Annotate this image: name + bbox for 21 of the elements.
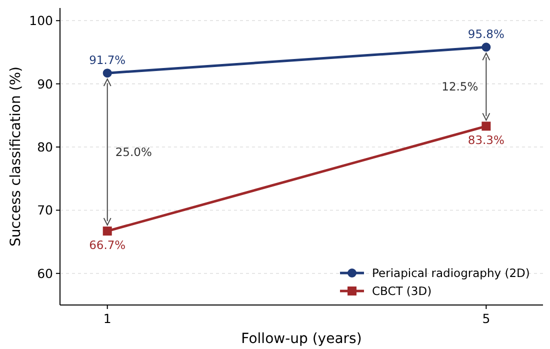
point xyxy=(482,42,491,52)
data-label: 83.3% xyxy=(468,133,505,148)
point xyxy=(102,226,112,236)
y-tick-label: 80 xyxy=(37,140,54,155)
point xyxy=(102,68,112,78)
x-tick-label: 5 xyxy=(482,311,490,326)
point xyxy=(482,122,491,131)
y-tick-label: 70 xyxy=(37,202,54,218)
data-label: 91.7% xyxy=(89,53,126,68)
y-tick-label: 90 xyxy=(37,76,54,92)
legend-label: CBCT (3D) xyxy=(372,284,432,298)
y-axis-title: Success classification (%) xyxy=(8,66,24,247)
legend-label: Periapical radiography (2D) xyxy=(372,266,530,280)
x-tick-label: 1 xyxy=(103,311,112,326)
x-axis-title: Follow-up (years) xyxy=(241,331,362,347)
annotation: 12.5% xyxy=(442,80,478,94)
annotation: 25.0% xyxy=(115,145,152,160)
data-label: 66.7% xyxy=(89,238,126,252)
y-tick-label: 60 xyxy=(37,266,54,281)
y-tick-label: 100 xyxy=(29,13,54,28)
data-label: 95.8% xyxy=(468,27,505,42)
